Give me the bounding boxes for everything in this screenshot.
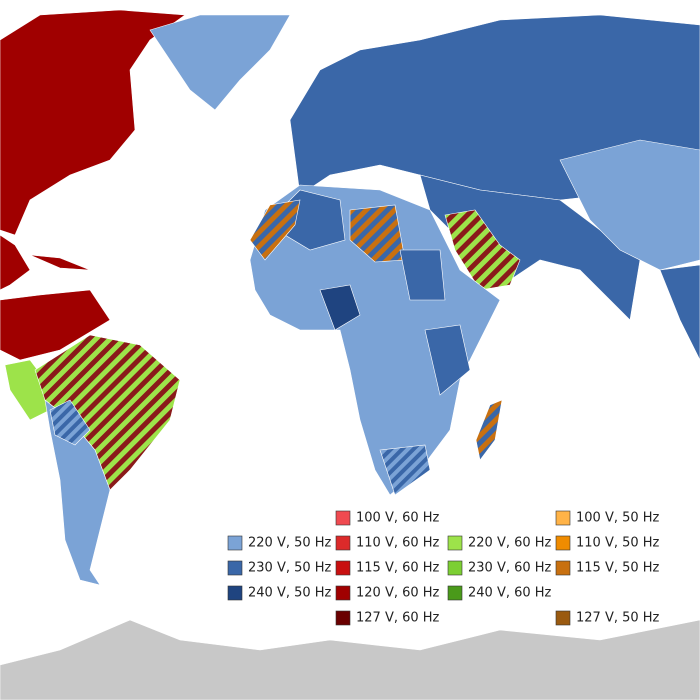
legend-swatch — [227, 535, 243, 551]
legend-label: 115 V, 50 Hz — [576, 561, 660, 576]
legend-label: 110 V, 60 Hz — [356, 536, 440, 551]
legend-label: 230 V, 60 Hz — [468, 561, 552, 576]
legend-swatch — [555, 560, 571, 576]
legend-label: 127 V, 50 Hz — [576, 611, 660, 626]
legend-swatch — [447, 535, 463, 551]
legend-label: 100 V, 50 Hz — [576, 511, 660, 526]
legend-swatch — [447, 585, 463, 601]
legend-swatch — [555, 535, 571, 551]
legend: 220 V, 50 Hz 230 V, 50 Hz 240 V, 50 Hz 100 … — [227, 510, 660, 626]
legend-swatch — [555, 510, 571, 526]
legend-swatch — [555, 610, 571, 626]
legend-label: 240 V, 60 Hz — [468, 586, 552, 601]
legend-label: 220 V, 50 Hz — [248, 536, 332, 551]
legend-swatch — [335, 610, 351, 626]
legend-label: 127 V, 60 Hz — [356, 611, 440, 626]
legend-swatch — [227, 560, 243, 576]
legend-label: 230 V, 50 Hz — [248, 561, 332, 576]
legend-label: 100 V, 60 Hz — [356, 511, 440, 526]
legend-label: 240 V, 50 Hz — [248, 586, 332, 601]
legend-swatch — [335, 535, 351, 551]
legend-swatch — [335, 585, 351, 601]
legend-swatch — [447, 560, 463, 576]
legend-label: 120 V, 60 Hz — [356, 586, 440, 601]
land — [0, 9, 700, 700]
legend-label: 110 V, 50 Hz — [576, 536, 660, 551]
legend-label: 220 V, 60 Hz — [468, 536, 552, 551]
legend-swatch — [335, 560, 351, 576]
legend-label: 115 V, 60 Hz — [356, 561, 440, 576]
legend-swatch — [335, 510, 351, 526]
legend-swatch — [227, 585, 243, 601]
